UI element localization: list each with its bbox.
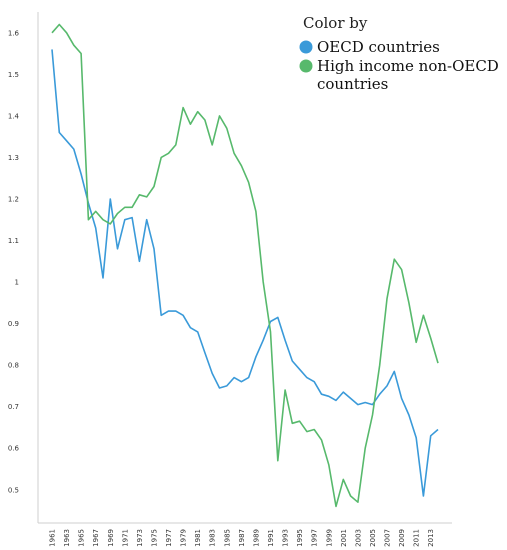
x-tick-label: 1983 (209, 529, 217, 547)
x-tick-label: 1991 (267, 529, 275, 547)
y-tick-label: 0.9 (8, 320, 19, 328)
y-tick-label: 0.8 (8, 362, 19, 370)
x-tick-label: 1987 (238, 529, 246, 547)
x-tick-label: 1979 (180, 529, 188, 547)
y-tick-label: 0.6 (8, 445, 20, 453)
x-tick-label: 1985 (223, 529, 231, 547)
x-tick-label: 1989 (252, 529, 260, 547)
y-tick-label: 1.1 (8, 237, 19, 245)
y-tick-labels: 0.5 0.6 0.7 0.8 0.9 1 1.1 1.2 1.3 1.4 1.5 1.6 (8, 29, 20, 494)
legend-swatch-oecd (299, 40, 313, 54)
x-tick-label: 1965 (78, 529, 86, 547)
x-tick-label: 1995 (296, 529, 304, 547)
x-tick-label: 1981 (194, 529, 202, 547)
x-tick-label: 1975 (150, 529, 158, 547)
y-tick-label: 1.6 (8, 29, 20, 37)
x-tick-label: 2005 (369, 529, 377, 547)
x-tick-label: 2001 (340, 529, 348, 547)
series-line-oecd (51, 49, 439, 497)
legend: Color by OECD countries High income non-… (299, 14, 504, 93)
legend-label-oecd: OECD countries (317, 38, 440, 56)
x-tick-label: 1971 (121, 529, 129, 547)
series-lines (51, 23, 439, 508)
y-tick-label: 1.2 (8, 195, 19, 203)
y-tick-label: 1.5 (8, 71, 19, 79)
legend-swatch-high-income-non-oecd (299, 59, 313, 73)
x-tick-label: 1997 (311, 529, 319, 547)
chart-axes (37, 12, 452, 524)
x-tick-label: 2011 (413, 529, 421, 547)
x-tick-label: 1999 (325, 529, 333, 547)
y-tick-label: 1.3 (8, 154, 19, 162)
x-tick-label: 2009 (398, 529, 406, 547)
y-tick-label: 0.7 (8, 403, 19, 411)
x-tick-label: 1961 (49, 529, 57, 547)
x-tick-labels: 1961 1963 1965 1967 1969 1971 1973 1975 1977 1979… (49, 529, 436, 547)
x-tick-label: 2007 (384, 529, 392, 547)
legend-label-high-income-non-oecd: High income non-OECD countries (317, 57, 504, 93)
x-tick-label: 1977 (165, 529, 173, 547)
x-tick-label: 2013 (427, 529, 435, 547)
x-tick-label: 1967 (92, 529, 100, 547)
y-tick-label: 1 (15, 279, 19, 287)
x-tick-label: 1963 (63, 529, 71, 547)
x-tick-label: 2003 (354, 529, 362, 547)
x-tick-label: 1973 (136, 529, 144, 547)
x-tick-label: 1993 (282, 529, 290, 547)
legend-title: Color by (303, 14, 368, 32)
series-line-high-income-non-oecd (51, 23, 439, 508)
y-tick-label: 1.4 (8, 112, 20, 120)
x-tick-label: 1969 (107, 529, 115, 547)
y-tick-label: 0.5 (8, 486, 19, 494)
